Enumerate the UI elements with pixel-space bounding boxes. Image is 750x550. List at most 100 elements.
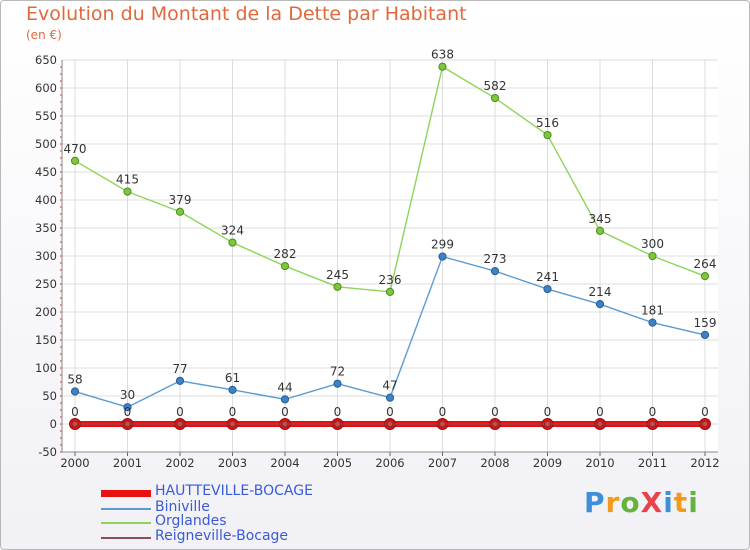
legend-swatch-hautteville [101,489,151,497]
data-label-3: 0 [649,405,657,419]
data-point-2 [385,287,395,296]
data-point-1 [648,318,657,327]
y-tick-label: 50 [42,389,57,403]
data-point-1 [228,385,237,394]
data-point-1 [333,379,342,388]
y-tick-label: -50 [38,445,57,459]
data-label-2: 300 [641,237,664,251]
x-tick-label: 2009 [533,456,562,470]
x-tick-label: 2002 [165,456,194,470]
legend-swatch-biniville [101,508,151,510]
data-label-1: 72 [330,365,345,379]
data-label-2: 324 [221,224,244,238]
data-label-2: 638 [431,48,454,62]
data-label-3: 0 [544,405,552,419]
y-tick-label: 250 [35,277,57,291]
data-point-3 [649,420,656,428]
data-point-1 [385,393,395,402]
y-tick-label: 0 [50,417,57,431]
data-label-3: 0 [281,405,289,419]
data-label-2: 470 [64,142,87,156]
axes: -500501001502002503003504004505005506006… [35,53,720,470]
y-tick-label: 500 [35,137,57,151]
data-label-1: 273 [484,252,507,266]
x-tick-label: 2012 [690,456,719,470]
data-point-3 [491,420,499,428]
data-label-3: 0 [124,405,132,419]
data-label-1: 214 [589,285,612,299]
x-tick-label: 2005 [323,456,352,470]
y-tick-label: 400 [35,193,57,207]
data-point-2 [175,207,185,216]
y-tick-label: 550 [35,109,57,123]
y-tick-label: 300 [35,249,57,263]
y-tick-label: 200 [35,305,57,319]
data-label-1: 47 [382,379,397,393]
data-point-3 [281,420,289,428]
data-label-1: 30 [120,388,135,402]
series [69,62,711,430]
x-tick-label: 2004 [270,456,299,470]
data-label-2: 582 [484,79,507,93]
y-tick-label: 450 [35,165,57,179]
legend-item-hautteville: HAUTTEVILLE-BOCAGE [101,483,313,501]
data-label-2: 379 [169,193,192,207]
data-point-2 [70,156,80,165]
grid [62,59,718,453]
data-point-1 [175,376,185,385]
data-point-3 [439,420,446,428]
data-point-1 [280,395,290,404]
data-point-2 [228,238,237,247]
data-label-1: 61 [225,371,240,385]
legend-item-reigneville: Reigneville-Bocage [101,528,288,546]
data-label-1: 159 [694,316,717,330]
data-point-1 [700,330,710,340]
legend-item-biniville: Biniville [101,499,210,517]
x-tick-label: 2010 [585,456,614,470]
data-point-1 [595,300,605,309]
data-label-3: 0 [176,405,184,419]
legend-item-orglandes: Orglandes [101,513,227,531]
legend-label-reigneville: Reigneville-Bocage [155,528,289,544]
data-label-1: 58 [67,373,82,387]
data-point-1 [490,267,500,276]
legend-swatch-reigneville [101,537,151,539]
data-label-2: 245 [326,268,349,282]
data-label-3: 0 [334,405,342,419]
data-label-3: 0 [71,405,79,419]
data-point-3 [124,420,131,428]
data-point-3 [701,420,709,428]
data-point-2 [438,62,447,71]
x-tick-label: 2000 [60,456,89,470]
legend-label-hautteville: HAUTTEVILLE-BOCAGE [155,483,313,499]
data-point-3 [544,420,551,428]
data-point-2 [595,226,605,235]
chart-title: Evolution du Montant de la Dette par Hab… [26,3,467,25]
data-label-3: 0 [439,405,447,419]
data-point-3 [386,420,394,428]
data-point-2 [490,93,500,103]
data-label-3: 0 [386,405,394,419]
data-point-2 [543,130,552,140]
y-tick-label: 150 [35,333,57,347]
data-label-2: 516 [536,116,559,130]
data-label-2: 264 [694,257,717,271]
y-tick-label: 650 [35,53,57,67]
data-label-2: 236 [379,273,402,287]
data-point-1 [70,387,80,396]
data-point-2 [648,251,657,261]
data-label-1: 44 [277,380,292,394]
data-point-3 [71,420,79,428]
data-label-3: 0 [491,405,499,419]
data-label-1: 241 [536,270,559,284]
data-point-2 [333,282,342,291]
x-tick-label: 2006 [375,456,404,470]
y-tick-label: 600 [35,81,57,95]
proxiti-logo: ProXiti [584,486,699,519]
x-tick-label: 2007 [428,456,457,470]
data-point-2 [123,187,132,196]
data-point-3 [176,420,184,428]
x-tick-label: 2008 [480,456,509,470]
x-tick-label: 2011 [638,456,667,470]
